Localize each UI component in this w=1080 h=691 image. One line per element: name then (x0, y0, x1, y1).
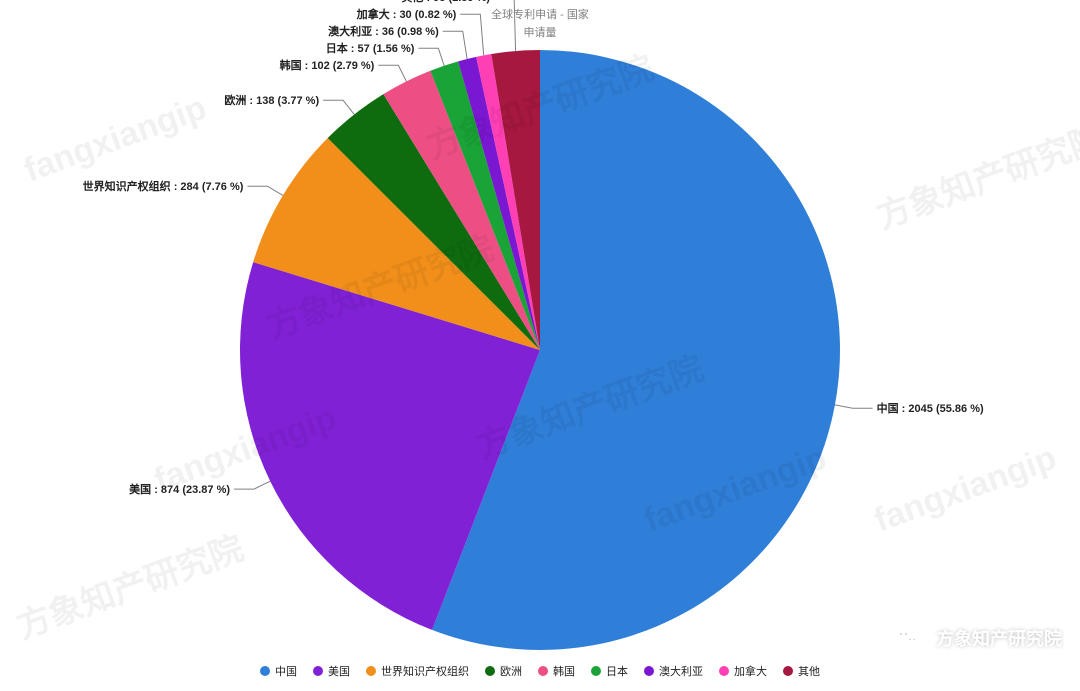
legend-item: 加拿大 (719, 663, 767, 679)
legend-item: 日本 (591, 663, 628, 679)
legend-label: 欧洲 (500, 666, 522, 678)
legend-label: 世界知识产权组织 (381, 666, 469, 678)
legend: 中国 美国 世界知识产权组织 欧洲 韩国 日本 澳大利亚 加拿大 其他 (0, 663, 1080, 679)
slice-label: 欧洲 : 138 (3.77 %) (224, 92, 319, 108)
slice-label-value: 30 (399, 9, 411, 21)
slice-label-value: 36 (382, 26, 394, 38)
slice-label-percent: (1.56 %) (370, 43, 415, 55)
slice-label: 日本 : 57 (1.56 %) (326, 40, 415, 56)
legend-item: 中国 (260, 663, 297, 679)
legend-item: 美国 (313, 663, 350, 679)
legend-label: 中国 (275, 666, 297, 678)
legend-label: 加拿大 (734, 666, 767, 678)
leader-line (234, 481, 270, 489)
leader-line (323, 100, 354, 114)
legend-swatch (260, 666, 270, 676)
slice-label-value: 874 (161, 484, 179, 496)
slice-label-value: 138 (256, 95, 274, 107)
slice-label-percent: (3.77 %) (274, 95, 319, 107)
slice-label-value: 95 (433, 0, 445, 4)
slice-label: 澳大利亚 : 36 (0.98 %) (328, 23, 439, 39)
legend-swatch (644, 666, 654, 676)
legend-swatch (485, 666, 495, 676)
slice-label-percent: (55.86 %) (933, 403, 984, 415)
leader-line (247, 186, 282, 195)
slice-label: 韩国 : 102 (2.79 %) (280, 57, 375, 73)
slice-label-percent: (2.79 %) (330, 60, 375, 72)
legend-label: 美国 (328, 666, 350, 678)
legend-label: 日本 (606, 666, 628, 678)
legend-label: 澳大利亚 (659, 666, 703, 678)
slice-label-percent: (7.76 %) (199, 181, 244, 193)
slice-label-value: 284 (180, 181, 198, 193)
source-label: 方象知产研究院 (936, 625, 1062, 651)
slice-label-name: 韩国 (280, 60, 302, 72)
slice-label-value: 2045 (908, 403, 932, 415)
pie-chart (0, 0, 1080, 691)
legend-swatch (538, 666, 548, 676)
leader-line (494, 0, 515, 51)
legend-swatch (313, 666, 323, 676)
legend-label: 其他 (798, 666, 820, 678)
slice-label: 世界知识产权组织 : 284 (7.76 %) (83, 178, 244, 194)
slice-label-name: 美国 (129, 484, 151, 496)
legend-swatch (591, 666, 601, 676)
slice-label-name: 欧洲 (224, 95, 246, 107)
legend-item: 韩国 (538, 663, 575, 679)
wechat-icon (888, 619, 926, 657)
slice-label: 中国 : 2045 (55.86 %) (877, 400, 984, 416)
slice-label: 美国 : 874 (23.87 %) (129, 481, 230, 497)
slice-label-name: 其他 (401, 0, 423, 4)
slice-label-percent: (0.82 %) (412, 9, 457, 21)
legend-swatch (366, 666, 376, 676)
legend-item: 其他 (783, 663, 820, 679)
slice-label-name: 澳大利亚 (328, 26, 372, 38)
legend-item: 欧洲 (485, 663, 522, 679)
slice-label-percent: (0.98 %) (394, 26, 439, 38)
slice-label-value: 57 (358, 43, 370, 55)
leader-line (835, 405, 873, 408)
slice-label-name: 日本 (326, 43, 348, 55)
slice-label-value: 102 (311, 60, 329, 72)
slice-label: 加拿大 : 30 (0.82 %) (357, 6, 457, 22)
legend-swatch (719, 666, 729, 676)
legend-swatch (783, 666, 793, 676)
slice-label-name: 世界知识产权组织 (83, 181, 171, 193)
leader-line (378, 65, 406, 81)
legend-label: 韩国 (553, 666, 575, 678)
slice-label: 其他 : 95 (2.59 %) (401, 0, 490, 5)
slice-label-percent: (2.59 %) (445, 0, 490, 4)
slice-label-percent: (23.87 %) (179, 484, 230, 496)
leader-line (418, 48, 444, 65)
leader-line (460, 14, 483, 55)
leader-line (443, 31, 467, 59)
legend-item: 世界知识产权组织 (366, 663, 469, 679)
source-badge: 方象知产研究院 (888, 619, 1062, 657)
legend-item: 澳大利亚 (644, 663, 703, 679)
slice-label-name: 中国 (877, 403, 899, 415)
slice-label-name: 加拿大 (357, 9, 390, 21)
